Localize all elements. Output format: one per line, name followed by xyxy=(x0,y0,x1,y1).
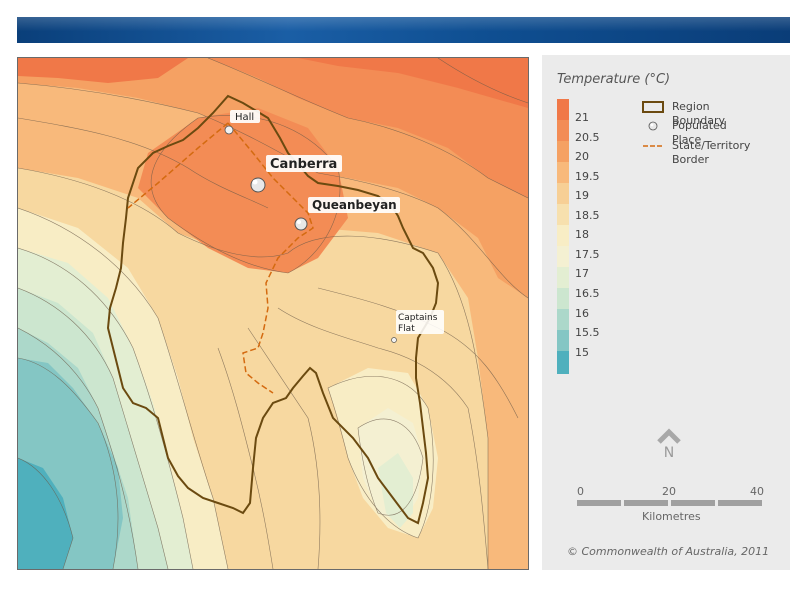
scale-swatch-21 xyxy=(557,99,569,120)
place-hall[interactable]: Hall xyxy=(224,110,260,135)
scale-swatch-18 xyxy=(557,225,569,246)
region-boundary xyxy=(106,94,440,525)
hall-label: Hall xyxy=(235,112,254,123)
north-arrow: N xyxy=(655,427,683,465)
hall-label-bg xyxy=(230,110,260,123)
scale-swatch-19 xyxy=(557,183,569,204)
copyright-notice: © Commonwealth of Australia, 2011 xyxy=(567,545,770,558)
queanbeyan-marker xyxy=(294,217,308,231)
captains-flat-label-1: Captains xyxy=(398,313,438,323)
zone-canberra-warm xyxy=(138,108,348,273)
captains-flat-label-bg xyxy=(396,310,444,334)
legend-title: Temperature (°C) xyxy=(557,72,671,87)
zone-21-west xyxy=(18,58,188,83)
queanbeyan-label-bg xyxy=(308,197,400,213)
scale-bar-seg-3 xyxy=(671,500,715,506)
state-territory-border xyxy=(127,122,314,394)
canberra-marker xyxy=(250,177,266,193)
scale-swatch-15 xyxy=(557,351,569,374)
populated-place-label: Populated Place xyxy=(672,119,727,146)
state-border-swatch xyxy=(643,145,663,147)
region-boundary-swatch xyxy=(642,101,664,113)
zone-21-east xyxy=(298,58,528,108)
zone-south-valley-core xyxy=(378,453,413,528)
scale-label-17-5: 17.5 xyxy=(575,248,600,261)
scale-label-20-5: 20.5 xyxy=(575,131,600,144)
hall-marker xyxy=(224,125,234,135)
scale-label-21: 21 xyxy=(575,111,589,124)
map-legend: Temperature (°C) 21 20.5 20 19.5 19 18.5… xyxy=(542,55,790,570)
captains-flat-label-2: Flat xyxy=(398,324,415,334)
scale-label-16: 16 xyxy=(575,307,589,320)
place-canberra[interactable]: Canberra xyxy=(250,155,342,193)
state-border-label-line2: Border xyxy=(672,153,709,166)
canberra-marker-shine xyxy=(252,179,258,185)
populated-place-swatch xyxy=(648,121,658,131)
scale-tick-0: 0 xyxy=(577,485,584,498)
scale-swatch-17-5 xyxy=(557,246,569,267)
queanbeyan-label: Queanbeyan xyxy=(312,198,397,212)
banner-sheen xyxy=(17,17,790,43)
captains-flat-marker xyxy=(391,337,397,343)
scale-swatch-18-5 xyxy=(557,204,569,225)
scale-label-19-5: 19.5 xyxy=(575,170,600,183)
scale-bar-seg-1 xyxy=(577,500,621,506)
scale-swatch-20 xyxy=(557,141,569,162)
scale-label-18: 18 xyxy=(575,228,589,241)
region-boundary-label: Region Boundary xyxy=(672,100,725,127)
scale-label-15-5: 15.5 xyxy=(575,326,600,339)
state-border-label-line1: State/Territory xyxy=(672,139,751,152)
scale-label-18-5: 18.5 xyxy=(575,209,600,222)
north-letter: N xyxy=(663,445,675,461)
temperature-scale-bar xyxy=(557,99,569,374)
scale-bar-seg-2 xyxy=(624,500,668,506)
scale-swatch-19-5 xyxy=(557,162,569,183)
zone-20-5 xyxy=(208,58,528,198)
map-canvas: Hall Canberra Queanbeyan Captains Flat xyxy=(18,58,528,569)
scale-swatch-20-5 xyxy=(557,120,569,141)
scale-label-17: 17 xyxy=(575,267,589,280)
scale-swatch-16-5 xyxy=(557,288,569,309)
place-queanbeyan[interactable]: Queanbeyan xyxy=(294,197,400,231)
scale-swatch-15-5 xyxy=(557,330,569,351)
header-banner xyxy=(17,17,790,43)
temperature-map[interactable]: Hall Canberra Queanbeyan Captains Flat xyxy=(17,57,529,570)
scale-label-19: 19 xyxy=(575,189,589,202)
scale-tick-20: 20 xyxy=(662,485,676,498)
contour-lines xyxy=(18,58,528,569)
place-captains-flat[interactable]: Captains Flat xyxy=(391,310,445,343)
scale-label-16-5: 16.5 xyxy=(575,287,600,300)
scale-swatch-17 xyxy=(557,267,569,288)
scale-label-20: 20 xyxy=(575,150,589,163)
scale-swatch-16 xyxy=(557,309,569,330)
zone-15 xyxy=(18,458,73,569)
scale-label-15: 15 xyxy=(575,346,589,359)
north-arrow-icon xyxy=(657,428,681,444)
queanbeyan-marker-shine xyxy=(297,220,301,224)
canberra-label: Canberra xyxy=(270,157,337,172)
scale-bar-seg-4 xyxy=(718,500,762,506)
canberra-label-bg xyxy=(266,155,342,172)
scale-tick-40: 40 xyxy=(750,485,764,498)
scale-unit-label: Kilometres xyxy=(642,510,701,523)
